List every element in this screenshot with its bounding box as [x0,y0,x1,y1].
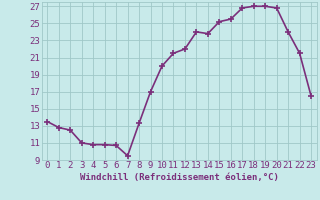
X-axis label: Windchill (Refroidissement éolien,°C): Windchill (Refroidissement éolien,°C) [80,173,279,182]
